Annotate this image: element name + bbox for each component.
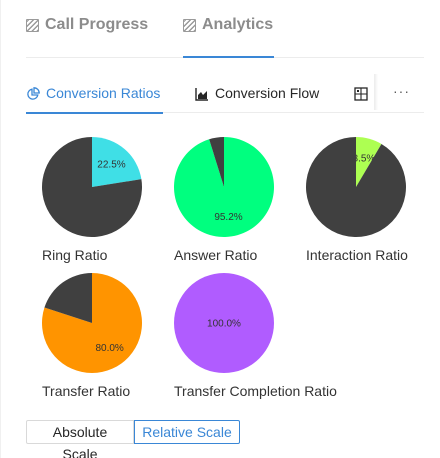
tab-scroll-shadow	[374, 74, 378, 110]
pie-chart: 8.5%	[306, 137, 406, 237]
relative-scale-button[interactable]: Relative Scale	[134, 420, 240, 444]
hatched-square-icon	[26, 19, 39, 32]
slice-value-label: 80.0%	[95, 343, 123, 354]
absolute-scale-button[interactable]: Absolute Scale	[26, 420, 134, 444]
tab-label: Call Progress	[45, 16, 148, 34]
pie-ring-ratio: 22.5% Ring Ratio	[42, 137, 182, 267]
slice-value-label: 22.5%	[97, 160, 125, 171]
hatched-square-icon	[183, 19, 196, 32]
pie-answer-ratio: 95.2% Answer Ratio	[174, 137, 314, 267]
pie-slice	[306, 137, 406, 237]
pie-chart: 95.2%	[174, 137, 274, 237]
pie-title: Ring Ratio	[42, 247, 107, 263]
tab-label: Conversion Flow	[215, 85, 319, 101]
pie-chart: 22.5%	[42, 137, 142, 237]
tab-label: Conversion Ratios	[46, 85, 160, 101]
sub-tab-bar: Conversion Ratios Conversion Flow C ···	[26, 70, 424, 113]
tab-truncated[interactable]: C	[354, 85, 374, 113]
tab-conversion-ratios[interactable]: Conversion Ratios	[26, 85, 163, 113]
pie-chart: 80.0%	[42, 273, 142, 373]
pie-title: Answer Ratio	[174, 247, 257, 263]
tab-label: Analytics	[202, 16, 273, 34]
tab-call-progress[interactable]: Call Progress	[26, 16, 148, 58]
pie-title: Transfer Completion Ratio	[174, 383, 337, 399]
more-tabs-button[interactable]: ···	[393, 83, 410, 99]
pie-title: Transfer Ratio	[42, 383, 130, 399]
pie-chart-icon	[26, 87, 40, 101]
pie-transfer-completion-ratio: 100.0% Transfer Completion Ratio	[174, 273, 354, 403]
tab-conversion-flow[interactable]: Conversion Flow	[195, 85, 319, 113]
top-tab-bar: Call Progress Analytics	[26, 0, 424, 58]
slice-value-label: 100.0%	[207, 319, 241, 330]
pie-interaction-ratio: 8.5% Interaction Ratio	[306, 137, 426, 267]
slice-value-label: 95.2%	[214, 212, 242, 223]
table-icon	[354, 87, 368, 101]
pie-chart: 100.0%	[174, 273, 274, 373]
tab-analytics[interactable]: Analytics	[183, 16, 274, 58]
left-divider	[0, 0, 1, 458]
pie-title: Interaction Ratio	[306, 247, 408, 263]
pie-transfer-ratio: 80.0% Transfer Ratio	[42, 273, 182, 403]
area-chart-icon	[195, 87, 209, 101]
